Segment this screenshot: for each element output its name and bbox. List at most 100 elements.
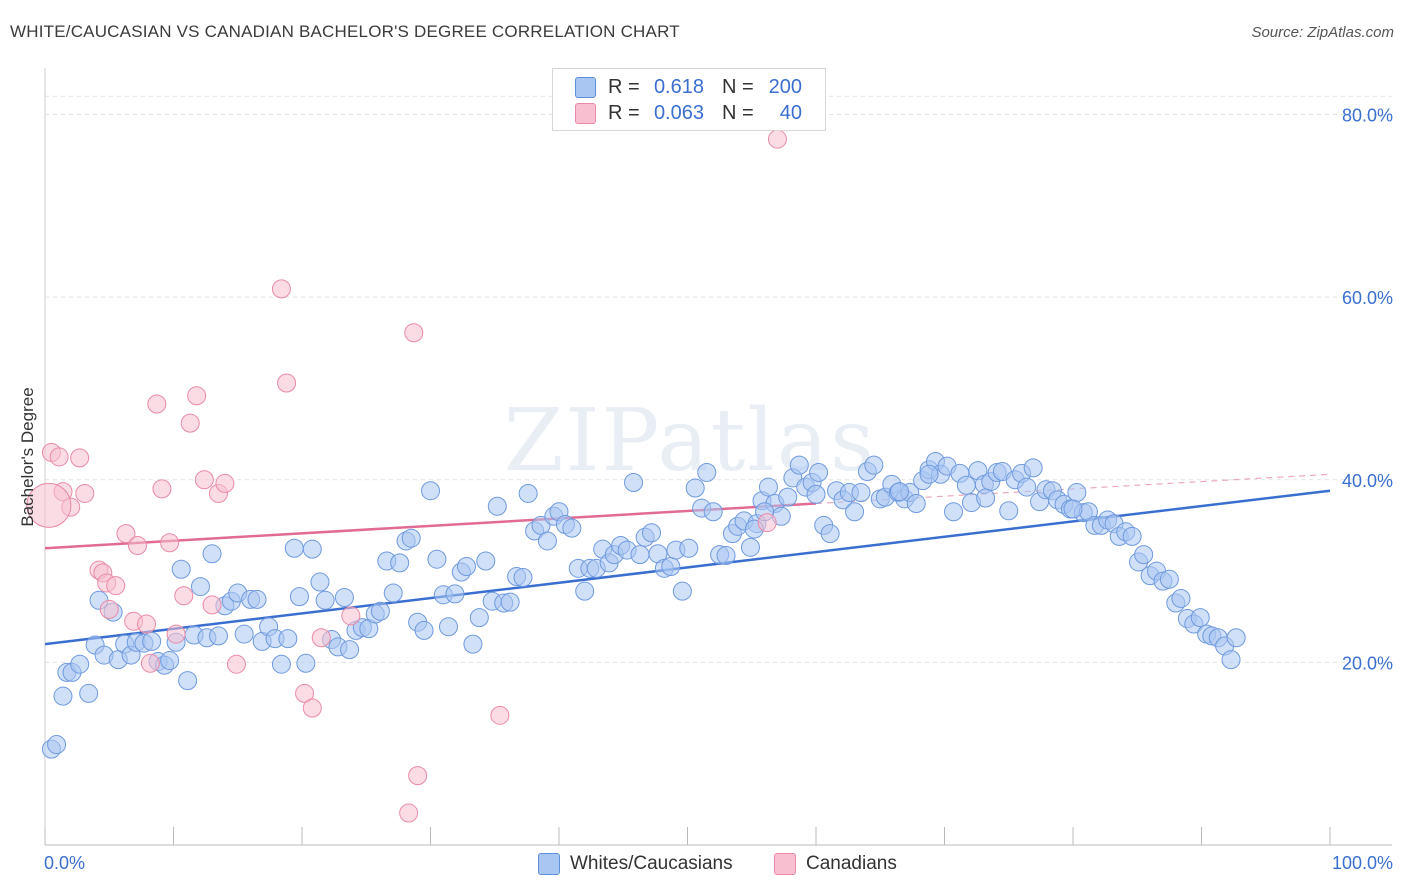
point-whites <box>806 484 826 504</box>
point-canadians <box>399 803 419 823</box>
point-whites <box>310 572 330 592</box>
legend-item-whites[interactable]: Whites/Caucasians <box>538 852 733 876</box>
point-canadians <box>116 524 136 544</box>
point-canadians <box>180 413 200 433</box>
legend-item-canadians[interactable]: Canadians <box>774 852 897 876</box>
y-tick-label: 20.0% <box>1342 653 1393 673</box>
point-whites <box>661 557 681 577</box>
point-whites <box>820 524 840 544</box>
point-whites <box>476 551 496 571</box>
point-whites <box>575 581 595 601</box>
point-whites <box>809 462 829 482</box>
point-canadians <box>166 624 186 644</box>
point-canadians <box>271 279 291 299</box>
point-canadians <box>404 323 424 343</box>
point-whites <box>1190 608 1210 628</box>
point-whites <box>1063 499 1083 519</box>
point-whites <box>697 462 717 482</box>
point-canadians <box>140 653 160 673</box>
point-canadians <box>757 513 777 533</box>
r-value: 0.063 <box>653 101 704 124</box>
point-canadians <box>215 473 235 493</box>
x-tick-label: 100.0% <box>1332 853 1393 873</box>
n-label: N = <box>722 101 754 124</box>
point-whites <box>142 631 162 651</box>
point-whites <box>469 608 489 628</box>
point-whites <box>370 601 390 621</box>
point-canadians <box>49 447 69 467</box>
point-whites <box>1226 628 1246 648</box>
data-points <box>26 129 1246 823</box>
stats-legend: R = 0.618 N = 200 R = 0.063 N = 40 <box>552 68 826 131</box>
x-tick-label: 0.0% <box>44 853 85 873</box>
point-whites <box>1221 650 1241 670</box>
point-canadians <box>341 606 361 626</box>
point-whites <box>642 523 662 543</box>
legend-row-whites: R = 0.618 N = 200 <box>575 75 802 99</box>
point-whites <box>421 481 440 501</box>
point-whites <box>383 583 403 603</box>
point-whites <box>70 654 90 674</box>
point-whites <box>284 538 304 558</box>
point-whites <box>278 629 298 649</box>
y-axis-label: Bachelor's Degree <box>18 387 37 526</box>
point-whites <box>851 483 871 503</box>
point-whites <box>171 559 191 579</box>
point-whites <box>716 546 736 566</box>
tick-labels: 20.0% 40.0% 60.0% 80.0% 0.0% 100.0% <box>44 106 1393 873</box>
y-tick-label: 60.0% <box>1342 288 1393 308</box>
point-whites <box>438 617 458 637</box>
point-whites <box>302 539 322 559</box>
point-whites <box>685 478 705 498</box>
point-whites <box>890 482 910 502</box>
y-tick-label: 80.0% <box>1342 106 1393 126</box>
legend-swatch-whites <box>575 76 596 98</box>
point-whites <box>672 581 692 601</box>
point-whites <box>778 487 798 507</box>
point-canadians <box>137 614 157 634</box>
point-whites <box>53 686 73 706</box>
point-canadians <box>767 129 787 149</box>
point-canadians <box>75 483 95 503</box>
point-whites <box>315 590 335 610</box>
point-canadians <box>408 766 428 786</box>
point-whites <box>976 488 996 508</box>
point-canadians <box>106 576 126 596</box>
point-whites <box>624 473 644 493</box>
point-canadians <box>147 394 167 414</box>
point-whites <box>234 624 254 644</box>
point-whites <box>518 483 538 503</box>
r-value: 0.618 <box>653 75 704 98</box>
point-whites <box>679 538 699 558</box>
point-whites <box>208 626 228 646</box>
y-tick-label: 40.0% <box>1342 471 1393 491</box>
point-whites <box>864 455 884 475</box>
point-whites <box>943 502 963 522</box>
point-canadians <box>202 595 222 615</box>
point-whites <box>703 502 723 522</box>
point-whites <box>740 537 760 557</box>
point-whites <box>296 653 316 673</box>
point-whites <box>401 528 421 548</box>
point-whites <box>289 587 309 607</box>
chart-title: WHITE/CAUCASIAN VS CANADIAN BACHELOR'S D… <box>10 22 680 41</box>
point-canadians <box>490 705 510 725</box>
point-whites <box>334 588 354 608</box>
point-whites <box>999 501 1019 521</box>
legend-swatch-canadians <box>575 102 596 124</box>
r-label: R = <box>608 75 640 98</box>
point-whites <box>427 549 447 569</box>
point-whites <box>47 735 67 755</box>
point-whites <box>456 557 476 577</box>
point-canadians <box>99 599 119 619</box>
point-canadians <box>26 482 72 528</box>
point-whites <box>789 455 809 475</box>
point-canadians <box>194 470 214 490</box>
point-whites <box>500 592 520 612</box>
point-whites <box>190 577 210 597</box>
point-whites <box>513 567 533 587</box>
point-whites <box>906 494 926 514</box>
point-whites <box>630 545 650 565</box>
point-whites <box>956 475 976 495</box>
